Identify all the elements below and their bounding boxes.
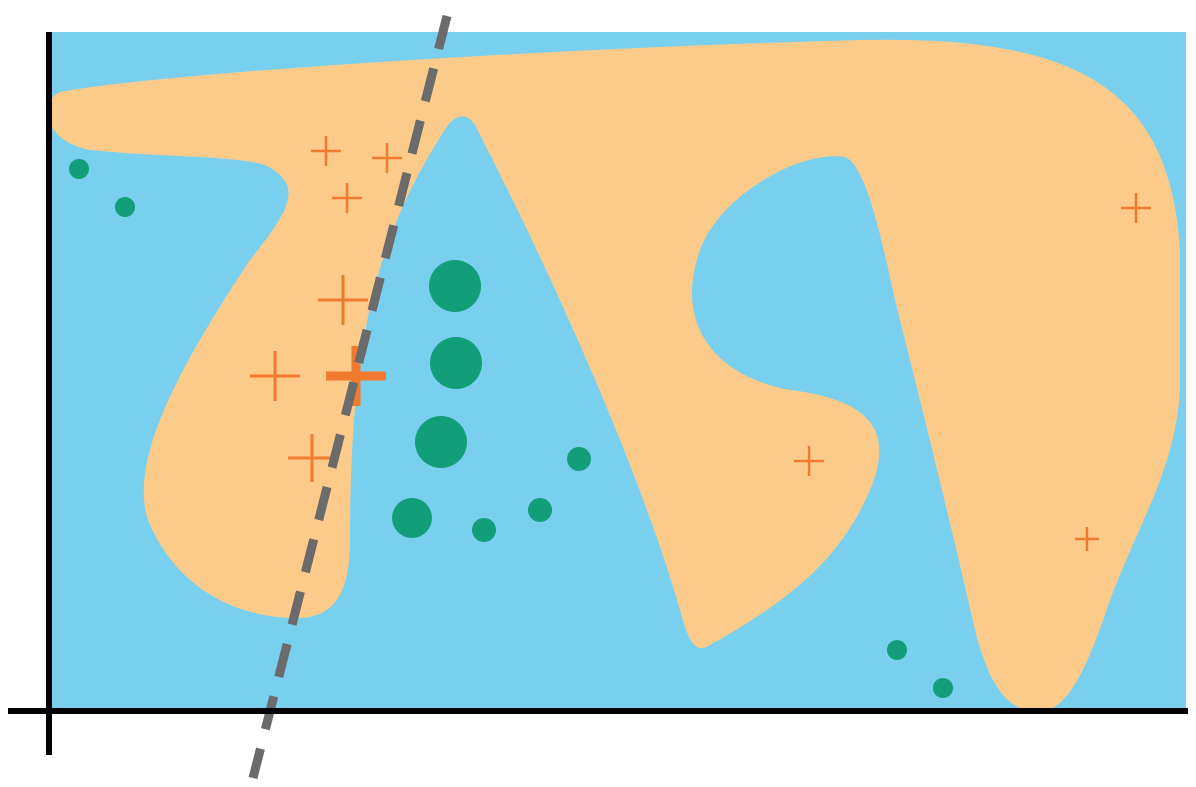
negative-marker [430,337,482,389]
positive-marker [794,446,824,476]
positive-class-markers [250,136,1151,551]
positive-marker [1121,193,1151,223]
negative-marker [472,518,496,542]
negative-marker [887,640,907,660]
positive-marker [1075,527,1099,551]
positive-marker [250,351,300,401]
negative-marker [415,416,467,468]
positive-marker [332,183,362,213]
negative-marker [933,678,953,698]
positive-marker [318,275,368,325]
negative-marker [115,197,135,217]
negative-marker [429,260,481,312]
positive-marker [311,136,341,166]
linear-boundary-dashed-line [248,14,452,780]
negative-marker [567,447,591,471]
negative-marker [392,498,432,538]
negative-marker [69,159,89,179]
negative-class-markers [69,159,953,698]
positive-marker [372,143,402,173]
orange-decision-region [47,39,1181,713]
positive-marker [288,434,336,482]
negative-marker [528,498,552,522]
